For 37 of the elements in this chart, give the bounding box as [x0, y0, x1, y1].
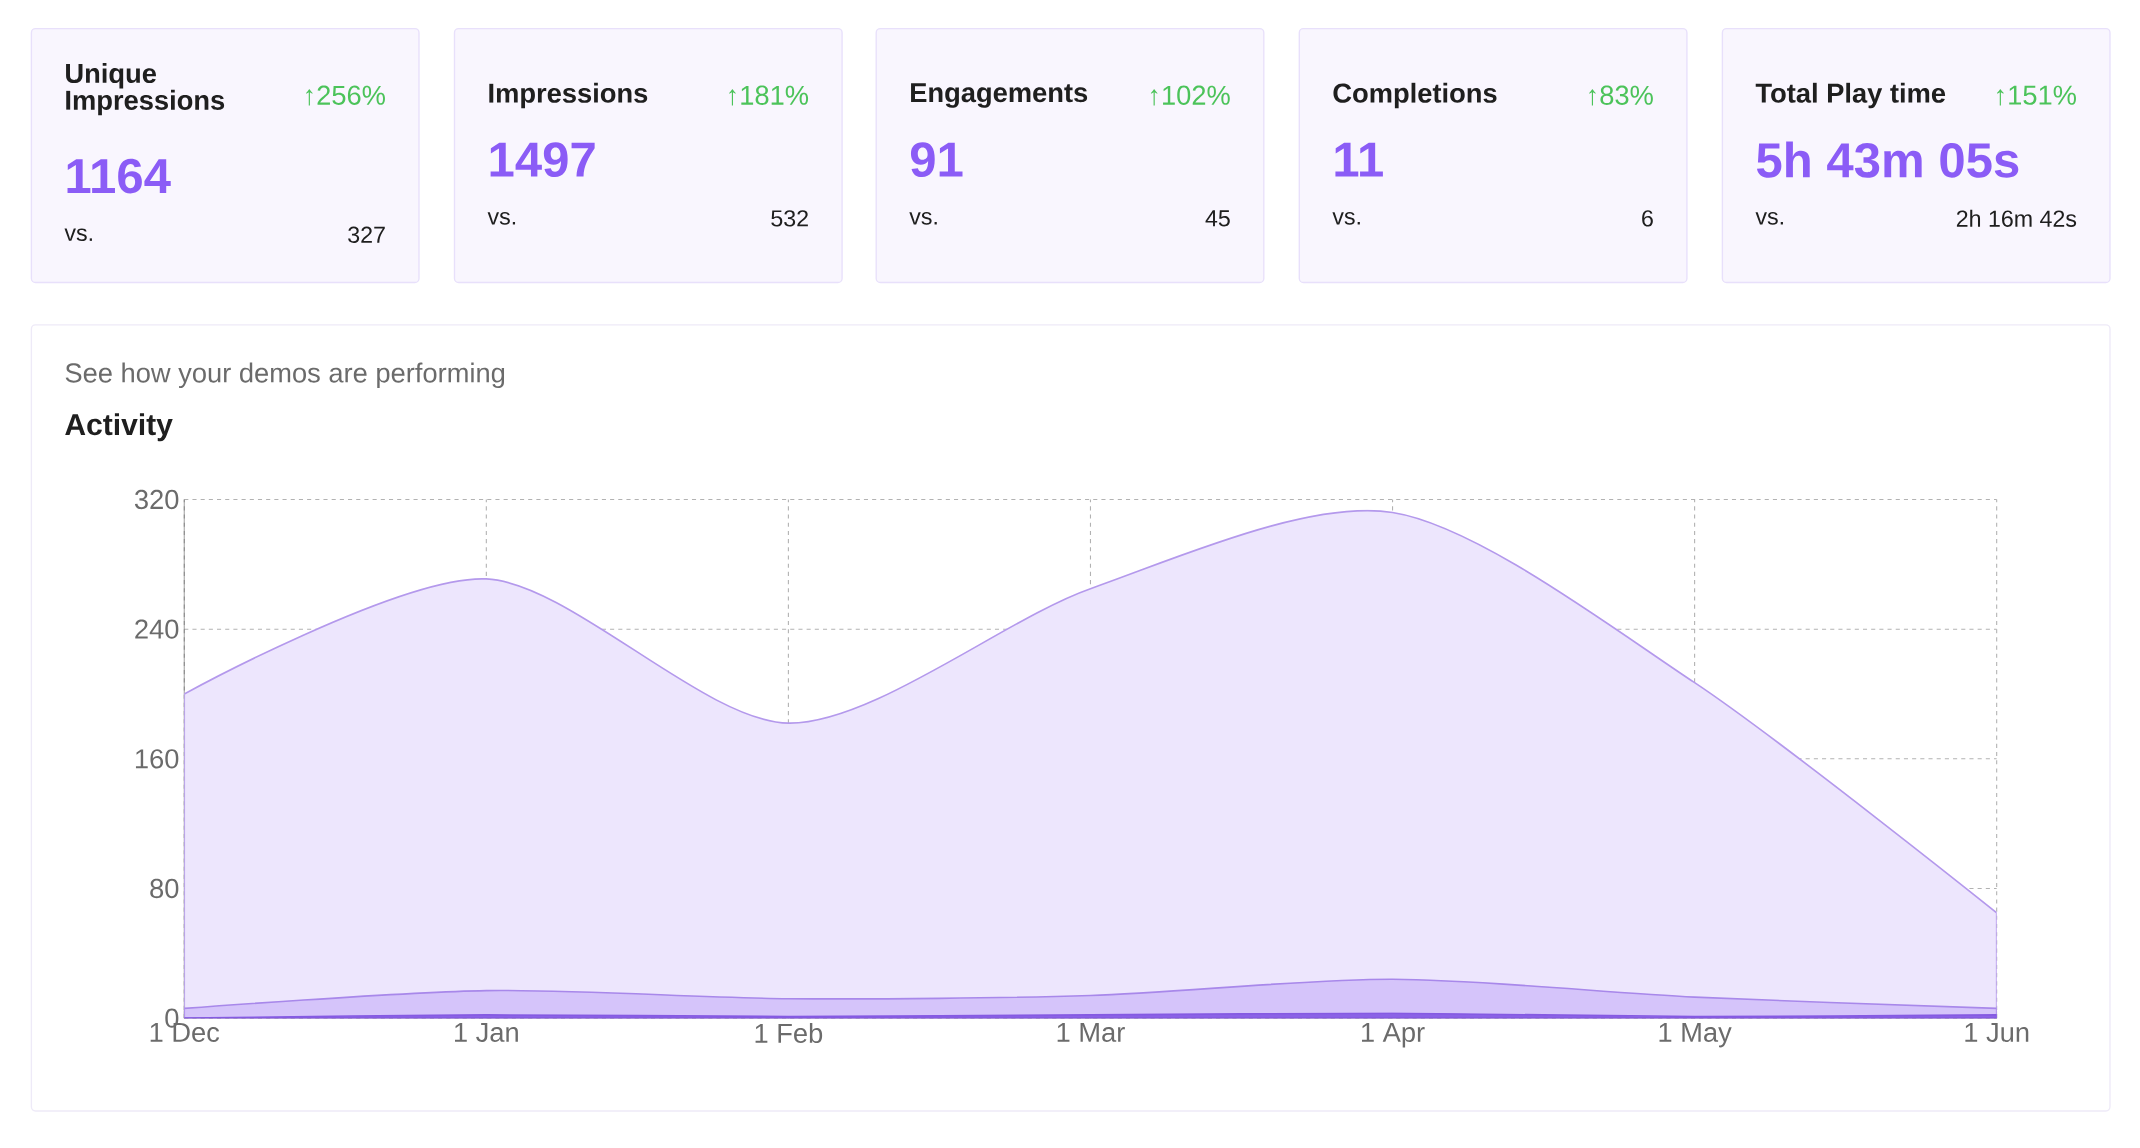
- text: Total Play time: [1755, 82, 1946, 109]
- text: vs.: [64, 228, 92, 242]
- text: ↑83%: [1589, 85, 1653, 106]
- text: vs.: [1332, 212, 1360, 225]
- text: ↑181%: [729, 85, 809, 106]
- text: 327: [348, 226, 385, 244]
- y-tick-label: 320: [134, 489, 179, 510]
- y-tick-label: 80: [150, 878, 179, 899]
- text: ↑151%: [1997, 85, 2076, 106]
- y-tick-label: 160: [135, 749, 179, 769]
- text: 91: [910, 142, 963, 178]
- text: 2h 16m 42s: [1956, 209, 2077, 227]
- text: 1497: [490, 142, 595, 178]
- x-tick-label: 1 May: [1659, 1023, 1732, 1048]
- x-tick-label: 1 Jan: [455, 1023, 518, 1043]
- text: Impressions: [489, 82, 648, 109]
- x-tick-label: 1 Jun: [1965, 1023, 2029, 1043]
- text: ↑102%: [1150, 85, 1230, 106]
- text: vs.: [487, 212, 516, 225]
- text: 1164: [67, 158, 171, 194]
- x-tick-label: 1 Mar: [1057, 1023, 1125, 1043]
- text: 11: [1335, 142, 1383, 177]
- text: Completions: [1333, 82, 1497, 109]
- chart-title: Activity: [65, 413, 173, 442]
- text: 6: [1642, 210, 1653, 227]
- chart-subtitle: See how your demos are performing: [65, 362, 505, 389]
- text: vs.: [1755, 212, 1783, 225]
- text: 45: [1205, 210, 1230, 227]
- x-tick-label: 1 Apr: [1362, 1023, 1425, 1048]
- text: Unique Impressions: [66, 63, 225, 116]
- text: 532: [771, 210, 808, 227]
- text: Engagements: [911, 83, 1088, 108]
- text: vs.: [909, 212, 937, 225]
- y-tick-label: 240: [135, 619, 179, 639]
- text: ↑256%: [306, 85, 385, 106]
- text: 5h 43m 05s: [1756, 141, 2019, 178]
- x-tick-label: 1 Feb: [755, 1023, 823, 1044]
